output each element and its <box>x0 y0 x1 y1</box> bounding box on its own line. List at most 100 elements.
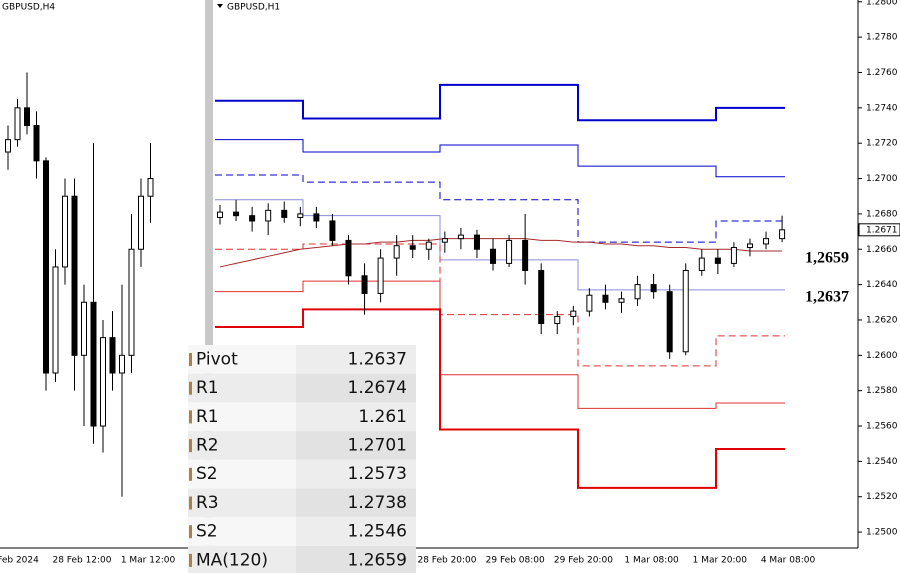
table-label: R1 <box>196 407 219 427</box>
candle-body <box>52 266 59 374</box>
pivot-level <box>215 174 785 243</box>
table-label-cell <box>188 402 296 432</box>
level-annotation: 1,2637 <box>805 289 849 306</box>
candle-body <box>62 195 68 268</box>
row-icon <box>189 467 192 481</box>
candle-body <box>602 294 609 303</box>
y-tick-label: 1.2640 <box>866 280 898 290</box>
table-value: 1.2738 <box>348 493 407 513</box>
candle-body <box>586 294 593 312</box>
pivot-level <box>215 139 785 178</box>
row-icon <box>189 525 192 539</box>
candle-body <box>490 248 497 264</box>
x-tick-label: 4 Mar 08:00 <box>761 556 816 566</box>
candle-body <box>441 238 448 243</box>
y-tick-label: 1.2560 <box>866 422 898 432</box>
table-label-cell <box>188 373 296 403</box>
candle-body <box>538 269 545 324</box>
candle-body <box>43 160 49 374</box>
candle-body <box>650 284 657 293</box>
table-value-cell <box>296 402 416 432</box>
candle-body <box>128 248 135 356</box>
y-tick-label: 1.2600 <box>866 351 898 361</box>
table-label: R3 <box>196 493 219 513</box>
level-annotation: 1,2659 <box>805 250 849 267</box>
table-value: 1.2637 <box>348 349 407 369</box>
row-icon <box>189 439 192 453</box>
x-tick-label: 28 Feb 20:00 <box>417 556 476 566</box>
candle-body <box>730 246 737 264</box>
table-value: 1.2546 <box>348 522 407 542</box>
x-tick-label: 29 Feb 20:00 <box>554 556 613 566</box>
table-value-cell <box>296 488 416 518</box>
table-label-cell <box>188 459 296 489</box>
candle-body <box>425 241 432 250</box>
candle-body <box>554 315 561 324</box>
candle-body <box>763 238 770 245</box>
table-label: R1 <box>196 378 219 398</box>
candle-body <box>329 220 336 241</box>
candle-body <box>457 234 464 240</box>
candle-body <box>506 239 513 264</box>
y-tick-label: 1.2760 <box>866 68 898 78</box>
y-tick-label: 1.2580 <box>866 386 898 396</box>
table-label: R2 <box>196 435 219 455</box>
last-price-box <box>858 223 900 237</box>
candle-body <box>634 284 641 300</box>
row-icon <box>189 353 192 366</box>
candle-body <box>779 229 786 240</box>
candle-body <box>138 195 144 250</box>
y-tick-label: 1.2740 <box>866 103 898 113</box>
table-label-cell <box>188 517 296 546</box>
candle-body <box>682 269 689 353</box>
candle-body <box>233 211 240 217</box>
pivot-level <box>215 243 785 367</box>
x-tick-label: 1 Mar 08:00 <box>624 556 679 566</box>
candle-body <box>313 213 320 222</box>
candle-body <box>570 310 577 317</box>
y-tick-label: 1.2620 <box>866 315 898 325</box>
table-value: 1.2674 <box>348 378 407 398</box>
row-icon <box>189 381 192 395</box>
candle-body <box>14 107 21 141</box>
panel-divider <box>205 0 213 573</box>
y-tick-label: 1.2660 <box>866 245 898 255</box>
candle-body <box>71 195 78 356</box>
candle-body <box>217 211 223 218</box>
candle-body <box>265 209 272 222</box>
table-value-cell <box>296 431 416 460</box>
candle-body <box>109 337 116 374</box>
table-label-cell <box>188 488 296 518</box>
left-chart-title: GBPUSD,H4 <box>2 3 55 13</box>
table-value-cell <box>296 459 416 489</box>
candle-body <box>90 301 97 427</box>
pivot-level <box>215 280 785 409</box>
candle-body <box>714 257 721 264</box>
candle-body <box>666 291 673 353</box>
x-tick-label: Feb 2024 <box>0 556 39 566</box>
menu-arrow[interactable] <box>217 4 223 8</box>
table-value: 1.2701 <box>348 435 407 455</box>
candle-body <box>297 213 304 218</box>
table-label-cell <box>188 545 296 573</box>
table-value: 1.261 <box>358 407 407 427</box>
candle-body <box>81 301 87 356</box>
candle-body <box>522 239 529 271</box>
pivot-level <box>215 83 785 122</box>
table-label: Pivot <box>196 349 238 369</box>
candle-body <box>377 257 384 294</box>
candle-body <box>24 107 30 127</box>
table-value: 1.2573 <box>348 464 407 484</box>
pivot-level <box>215 308 785 489</box>
candle-body <box>409 245 416 250</box>
candle-body <box>147 178 154 197</box>
y-tick-label: 1.2780 <box>866 33 898 43</box>
candle-body <box>345 239 352 277</box>
candle-body <box>33 125 40 162</box>
table-value-cell <box>296 373 416 403</box>
table-label: MA(120) <box>196 550 268 570</box>
y-tick-label: 1.2520 <box>866 492 898 502</box>
table-value-cell <box>296 345 416 374</box>
table-value-cell <box>296 517 416 546</box>
